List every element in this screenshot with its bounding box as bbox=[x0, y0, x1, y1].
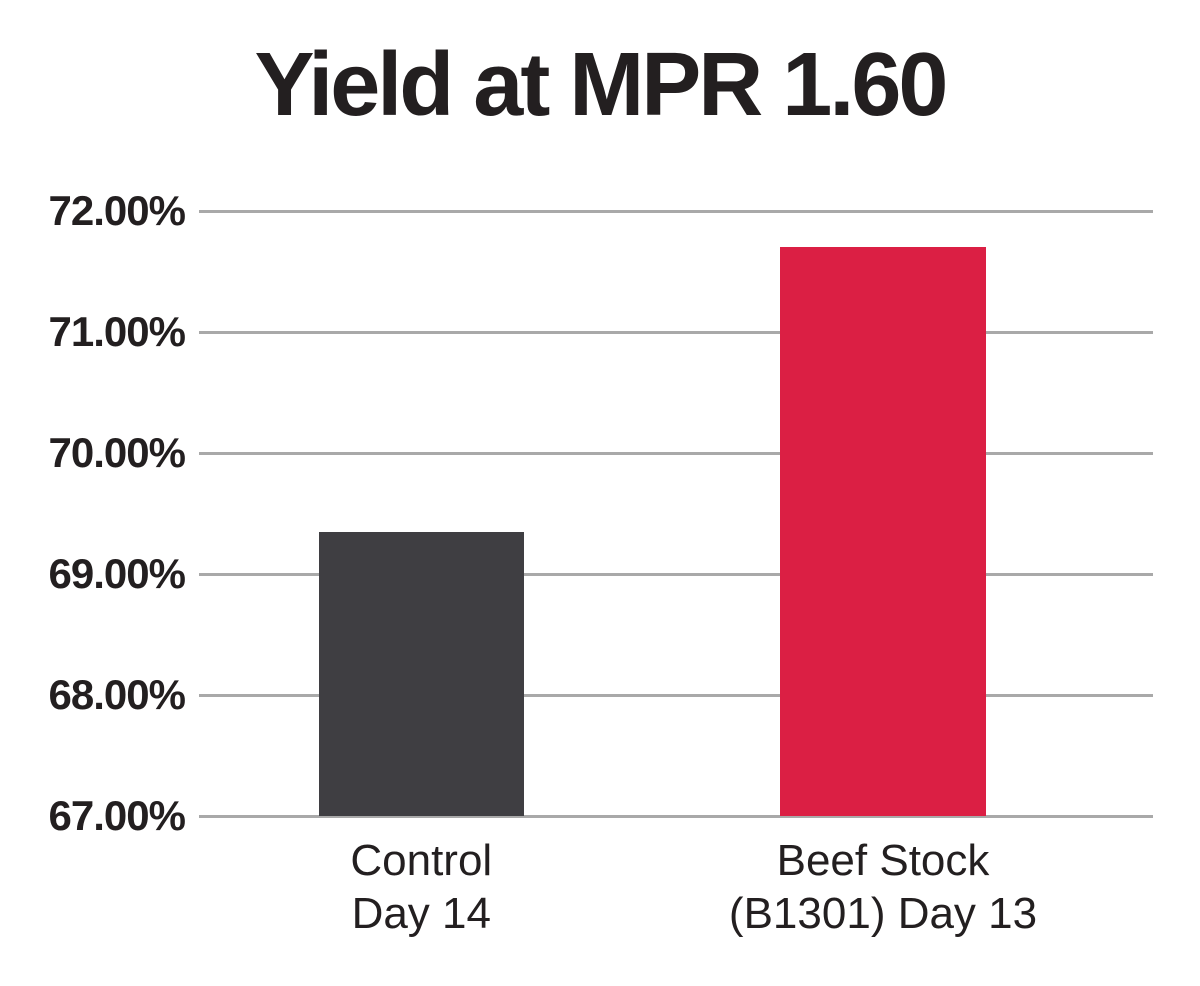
bar bbox=[318, 531, 524, 816]
gridline bbox=[199, 693, 1153, 697]
y-axis-tick-label: 71.00% bbox=[48, 308, 186, 355]
x-axis-category-label: Control Day 14 bbox=[350, 834, 492, 940]
x-axis-category-line: Beef Stock bbox=[776, 836, 990, 885]
gridline bbox=[199, 451, 1153, 455]
x-axis-category-label: Beef Stock (B1301) Day 13 bbox=[729, 834, 1037, 940]
gridline bbox=[199, 814, 1153, 818]
y-axis-tick-label: 72.00% bbox=[48, 187, 186, 234]
chart-title: Yield at MPR 1.60 bbox=[254, 35, 949, 135]
plot-area: 72.00% 71.00% 70.00% 69.00% 68.00% 67.00% Cont… bbox=[49, 187, 1153, 938]
x-axis-category-line: (B1301) Day 13 bbox=[728, 889, 1038, 938]
y-axis-tick-label: 69.00% bbox=[48, 550, 186, 597]
gridline bbox=[199, 209, 1153, 213]
bar bbox=[780, 247, 986, 816]
y-axis-tick-label: 70.00% bbox=[48, 429, 186, 476]
gridline bbox=[199, 330, 1153, 334]
x-axis-category-line: Day 14 bbox=[351, 889, 491, 938]
y-axis-tick-label: 67.00% bbox=[48, 792, 186, 839]
y-axis-tick-label: 68.00% bbox=[48, 671, 186, 718]
gridline bbox=[199, 572, 1153, 576]
x-axis-category-line: Control bbox=[350, 836, 493, 885]
